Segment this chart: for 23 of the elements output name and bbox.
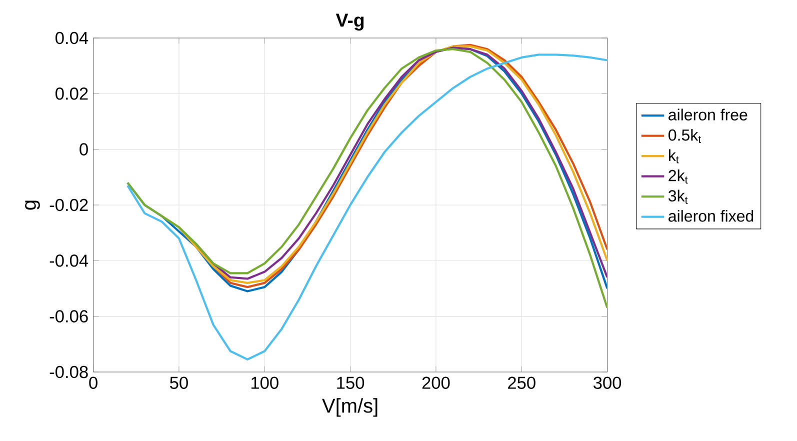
y-tick-label: 0 xyxy=(80,143,88,156)
x-tick-label: 200 xyxy=(422,376,450,389)
chart-title: V-g xyxy=(336,14,364,31)
legend-label: aileron fixed xyxy=(668,210,754,222)
legend-label: aileron free xyxy=(668,108,748,120)
x-tick-label: 50 xyxy=(170,376,188,389)
x-tick-label: 150 xyxy=(337,376,364,389)
x-axis-title: V[m/s] xyxy=(322,398,378,417)
legend-label: k$_{t}$ xyxy=(668,149,679,164)
x-tick-label: 0 xyxy=(89,376,98,389)
x-tick-label: 250 xyxy=(508,376,536,389)
x-tick-label: 300 xyxy=(594,376,622,389)
y-tick-label: -0.08 xyxy=(50,366,88,378)
y-tick-label: -0.02 xyxy=(50,198,88,212)
y-tick-label: 0.02 xyxy=(56,88,88,100)
y-tick-label: -0.04 xyxy=(50,254,88,267)
y-tick-label: -0.06 xyxy=(50,310,88,322)
legend-label: 2k$_{t}$ xyxy=(668,170,688,184)
y-axis-title: g xyxy=(25,200,40,210)
legend-label: 3k$_{t}$ xyxy=(668,190,688,204)
x-tick-label: 100 xyxy=(251,376,278,389)
y-tick-label: 0.04 xyxy=(56,32,88,44)
legend-label: 0.5k$_{t}$ xyxy=(668,128,702,144)
